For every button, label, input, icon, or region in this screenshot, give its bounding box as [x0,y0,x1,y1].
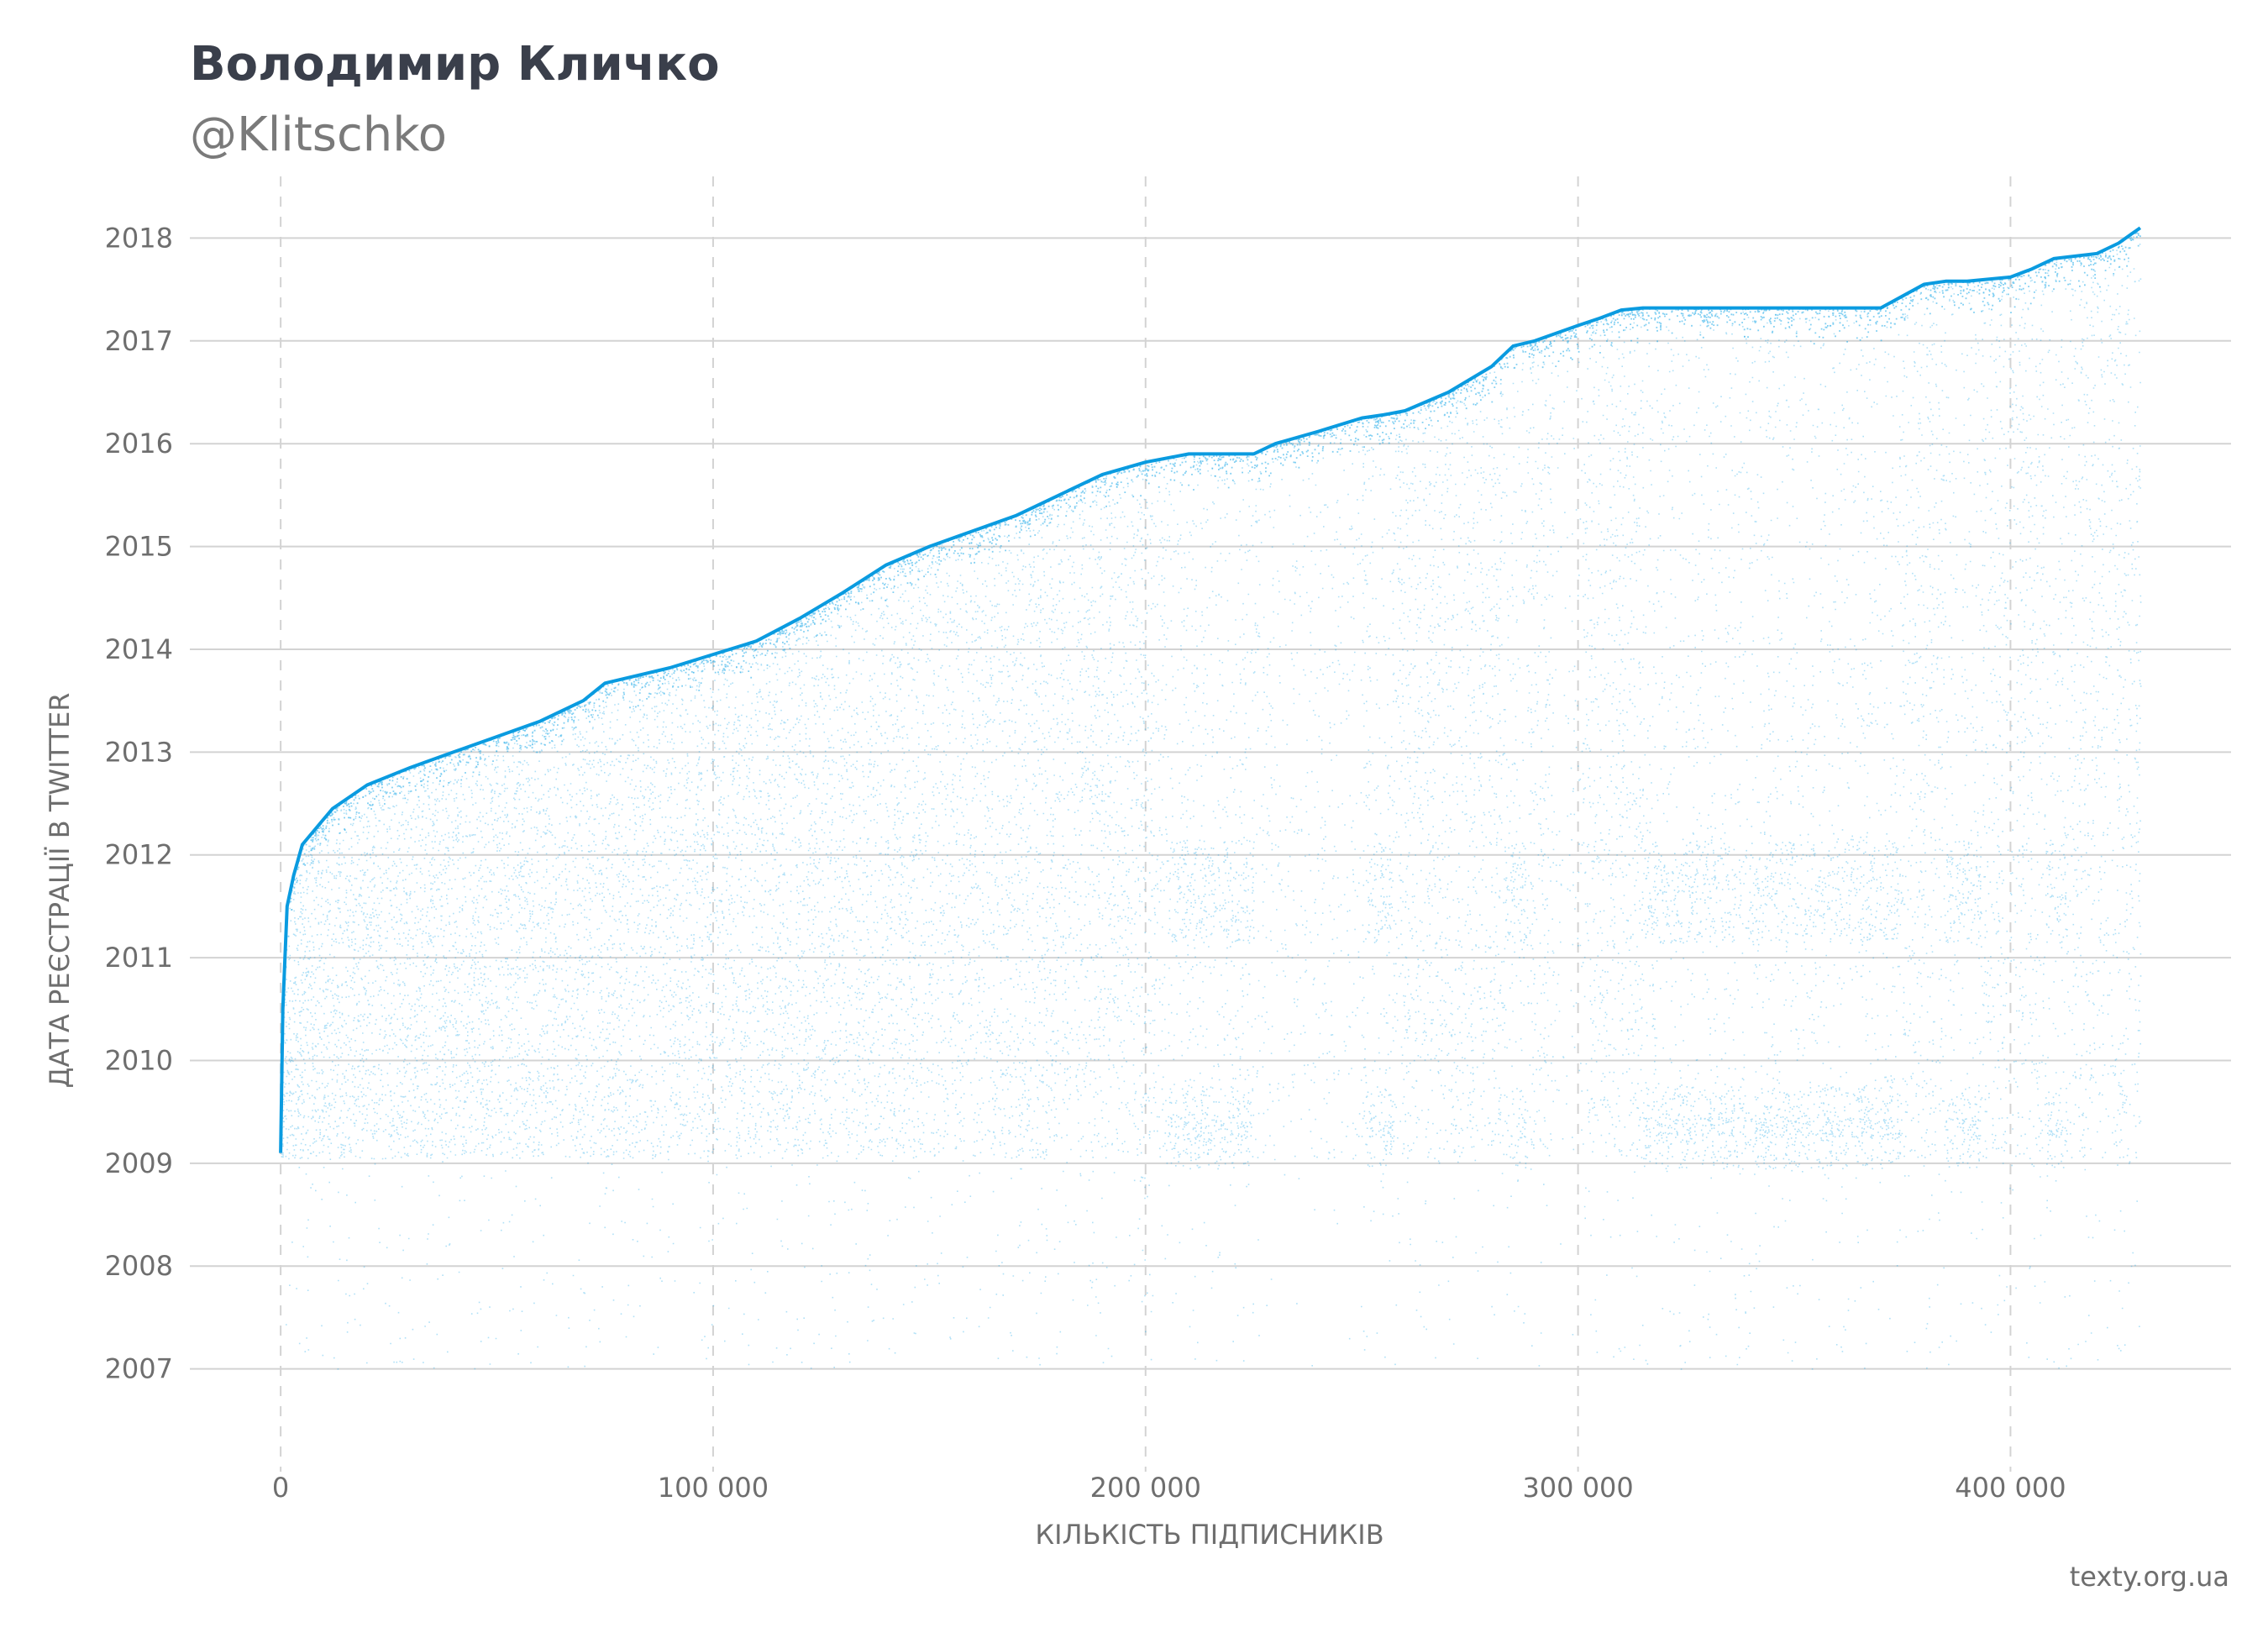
x-tick-label: 0 [272,1472,289,1504]
y-tick-label: 2014 [105,633,173,665]
chart-title: Володимир Кличко [190,37,720,92]
x-tick-label: 200 000 [1090,1472,1201,1504]
y-tick-label: 2013 [105,736,173,768]
frontier-points [281,232,2141,1152]
axis-ticks: 2007 2008 2009 2010 2011 2012 2013 2014 2015 2016… [105,222,2066,1504]
y-tick-label: 2012 [105,839,173,871]
x-tick-label: 300 000 [1522,1472,1633,1504]
scatter-points [281,232,2142,1370]
y-tick-label: 2009 [105,1147,173,1179]
x-tick-label: 400 000 [1955,1472,2066,1504]
y-tick-label: 2015 [105,531,173,563]
follower-points [281,236,2142,1370]
y-tick-label: 2007 [105,1353,173,1385]
y-tick-label: 2016 [105,428,173,459]
y-axis-label: ДАТА РЕЄСТРАЦІЇ В TWITTER [44,692,76,1088]
y-tick-label: 2008 [105,1250,173,1282]
x-tick-label: 100 000 [658,1472,769,1504]
y-tick-label: 2010 [105,1044,173,1076]
grid-layer [190,176,2231,1472]
chart-subtitle: @Klitschko [190,108,447,162]
frontier-line [279,226,2142,1153]
y-tick-label: 2017 [105,325,173,357]
source-credit: texty.org.ua [2069,1561,2229,1593]
x-axis-label: КІЛЬКІСТЬ ПІДПИСНИКІВ [1035,1519,1383,1551]
y-tick-label: 2011 [105,942,173,974]
y-tick-label: 2018 [105,222,173,254]
